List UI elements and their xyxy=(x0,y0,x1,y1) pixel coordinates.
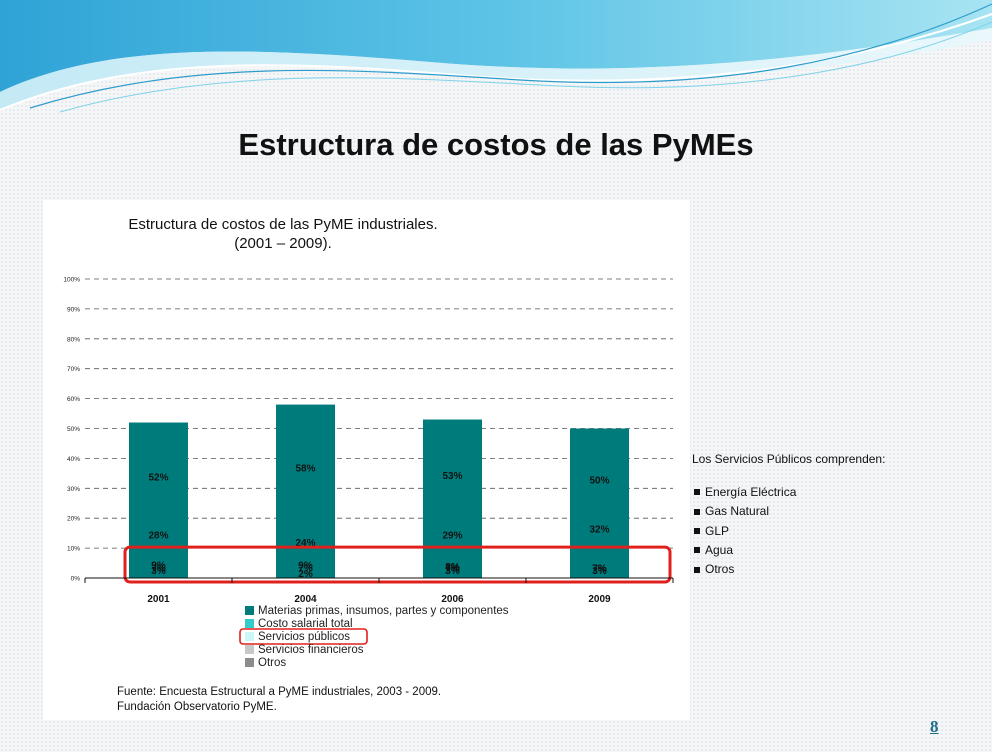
public-services-note: Los Servicios Públicos comprenden: Energ… xyxy=(692,452,982,579)
chart-subtitle: (2001 – 2009). xyxy=(234,235,332,252)
data-label: 29% xyxy=(442,531,462,542)
data-label: 9% xyxy=(151,561,166,572)
bullet-square-icon xyxy=(694,508,700,515)
y-tick-label: 0% xyxy=(71,576,81,583)
bullet-square-icon xyxy=(694,489,700,496)
data-label: 28% xyxy=(148,531,168,542)
bullet-square-icon xyxy=(694,527,700,534)
legend-label: Otros xyxy=(258,657,286,669)
legend-label: Servicios financieros xyxy=(258,644,364,656)
legend-swatch xyxy=(245,645,254,654)
data-label: 3% xyxy=(151,566,166,577)
y-tick-label: 10% xyxy=(67,546,80,553)
data-label: 7% xyxy=(151,564,166,575)
data-label: 24% xyxy=(295,538,315,549)
legend-highlight-box xyxy=(239,628,368,645)
legend-label: Materias primas, insumos, partes y compo… xyxy=(258,605,509,617)
data-label: 7% xyxy=(592,564,607,575)
data-label: 2% xyxy=(298,569,313,580)
y-tick-label: 50% xyxy=(67,426,80,433)
legend-label: Servicios públicos xyxy=(258,631,350,643)
chart-panel: Estructura de costos de las PyME industr… xyxy=(43,200,690,720)
legend-swatch xyxy=(245,619,254,628)
x-tick-label: 2004 xyxy=(294,594,317,605)
x-tick-label: 2006 xyxy=(441,594,464,605)
list-item: GLP xyxy=(692,522,982,541)
data-label: 50% xyxy=(589,475,609,486)
source-line-2: Fundación Observatorio PyME. xyxy=(117,701,277,713)
x-tick-label: 2001 xyxy=(147,594,170,605)
y-tick-label: 100% xyxy=(63,277,80,284)
data-label: 3% xyxy=(592,566,607,577)
y-tick-label: 30% xyxy=(67,486,80,493)
bullet-square-icon xyxy=(694,566,700,573)
data-label: 52% xyxy=(148,472,168,483)
data-label: 3% xyxy=(445,566,460,577)
x-tick-label: 2009 xyxy=(588,594,611,605)
y-tick-label: 90% xyxy=(67,306,80,313)
y-tick-label: 20% xyxy=(67,516,80,523)
data-label: 7% xyxy=(592,564,607,575)
slide-title: Estructura de costos de las PyMEs xyxy=(238,127,754,162)
stacked-bar-chart: Estructura de costos de las PyME industr… xyxy=(63,216,674,713)
legend-swatch xyxy=(245,658,254,667)
y-tick-label: 80% xyxy=(67,336,80,343)
public-services-heading: Los Servicios Públicos comprenden: xyxy=(692,452,886,466)
page-number-link[interactable]: 8 xyxy=(930,717,939,736)
list-item: Agua xyxy=(692,541,982,560)
data-label: 58% xyxy=(295,463,315,474)
source-line-1: Fuente: Encuesta Estructural a PyME indu… xyxy=(117,686,441,698)
data-label: 53% xyxy=(442,471,462,482)
header-wave-decoration xyxy=(0,0,992,113)
bullet-square-icon xyxy=(694,547,700,554)
bar-segment xyxy=(276,404,335,578)
bar-segment xyxy=(423,419,482,578)
list-item: Gas Natural xyxy=(692,502,982,521)
data-label: 9% xyxy=(298,561,313,572)
y-tick-label: 70% xyxy=(67,366,80,373)
public-services-list: Energía Eléctrica Gas Natural GLP Agua O… xyxy=(692,483,982,579)
legend-label: Costo salarial total xyxy=(258,618,353,630)
data-label: 32% xyxy=(589,525,609,536)
highlight-box xyxy=(123,545,672,584)
legend-swatch xyxy=(245,606,254,615)
list-item: Energía Eléctrica xyxy=(692,483,982,502)
list-item: Otros xyxy=(692,560,982,579)
legend-swatch xyxy=(245,632,254,641)
bar-segment xyxy=(570,428,629,578)
y-tick-label: 40% xyxy=(67,456,80,463)
data-label: 7% xyxy=(298,564,313,575)
chart-title: Estructura de costos de las PyME industr… xyxy=(128,216,437,233)
bar-segment xyxy=(129,422,188,578)
y-tick-label: 60% xyxy=(67,396,80,403)
data-label: 7% xyxy=(445,564,460,575)
data-label: 8% xyxy=(445,562,460,573)
